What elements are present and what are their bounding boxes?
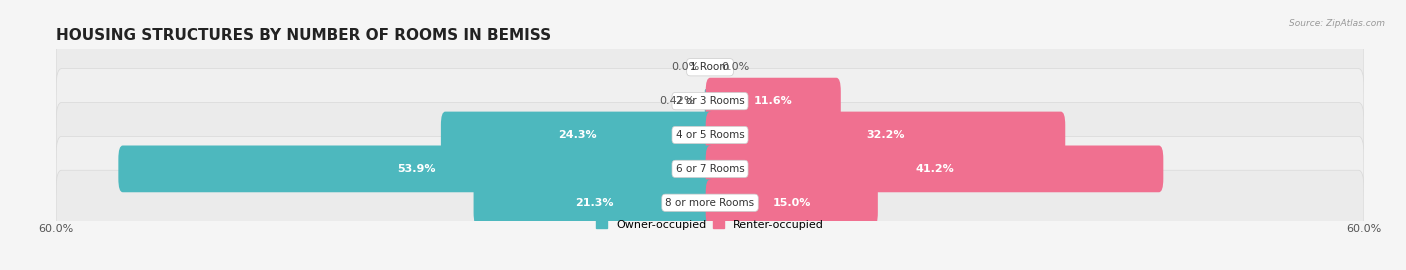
FancyBboxPatch shape: [706, 179, 877, 226]
Text: 0.0%: 0.0%: [671, 62, 699, 72]
FancyBboxPatch shape: [706, 146, 1163, 192]
FancyBboxPatch shape: [56, 103, 1364, 167]
Text: 0.42%: 0.42%: [659, 96, 695, 106]
Text: 2 or 3 Rooms: 2 or 3 Rooms: [676, 96, 744, 106]
Text: 6 or 7 Rooms: 6 or 7 Rooms: [676, 164, 744, 174]
Text: HOUSING STRUCTURES BY NUMBER OF ROOMS IN BEMISS: HOUSING STRUCTURES BY NUMBER OF ROOMS IN…: [56, 28, 551, 43]
Text: 41.2%: 41.2%: [915, 164, 953, 174]
FancyBboxPatch shape: [56, 136, 1364, 201]
Text: 0.0%: 0.0%: [721, 62, 749, 72]
Text: 4 or 5 Rooms: 4 or 5 Rooms: [676, 130, 744, 140]
Text: 15.0%: 15.0%: [772, 198, 811, 208]
Text: 11.6%: 11.6%: [754, 96, 793, 106]
FancyBboxPatch shape: [56, 35, 1364, 100]
Text: Source: ZipAtlas.com: Source: ZipAtlas.com: [1289, 19, 1385, 28]
Text: 8 or more Rooms: 8 or more Rooms: [665, 198, 755, 208]
Text: 32.2%: 32.2%: [866, 130, 904, 140]
FancyBboxPatch shape: [56, 69, 1364, 134]
Text: 21.3%: 21.3%: [575, 198, 613, 208]
FancyBboxPatch shape: [706, 112, 1066, 158]
Legend: Owner-occupied, Renter-occupied: Owner-occupied, Renter-occupied: [596, 219, 824, 230]
FancyBboxPatch shape: [704, 89, 710, 113]
FancyBboxPatch shape: [706, 78, 841, 124]
Text: 1 Room: 1 Room: [690, 62, 730, 72]
FancyBboxPatch shape: [56, 170, 1364, 235]
Text: 53.9%: 53.9%: [396, 164, 436, 174]
Text: 24.3%: 24.3%: [558, 130, 598, 140]
FancyBboxPatch shape: [118, 146, 714, 192]
FancyBboxPatch shape: [441, 112, 714, 158]
FancyBboxPatch shape: [474, 179, 714, 226]
